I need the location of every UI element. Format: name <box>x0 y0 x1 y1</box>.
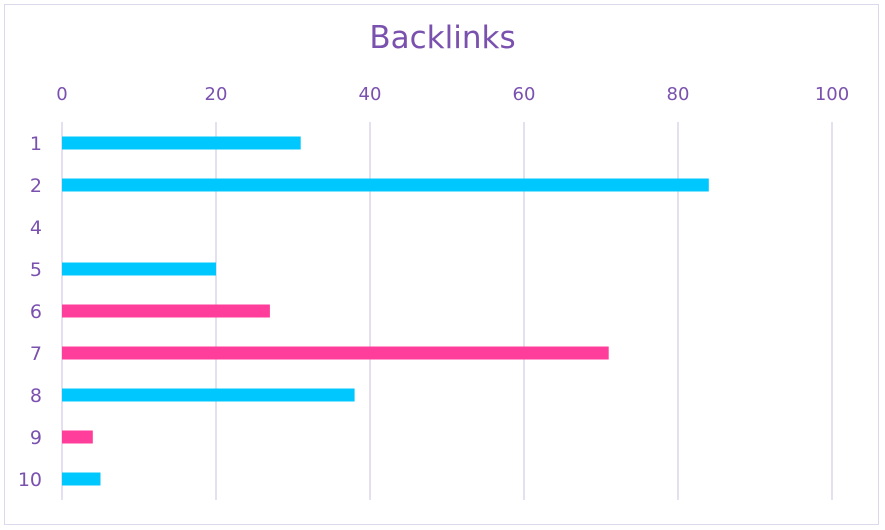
category-label-10: 10 <box>18 469 42 491</box>
category-label-2: 2 <box>30 175 42 197</box>
category-label-9: 9 <box>30 427 42 449</box>
bar-9 <box>62 430 93 444</box>
x-axis-tick-labels: 0 20 40 60 80 100 <box>56 84 849 105</box>
chart-title: Backlinks <box>369 20 516 56</box>
bar-1 <box>62 136 301 150</box>
bar-7 <box>62 346 609 360</box>
bar-8 <box>62 388 355 402</box>
category-label-4: 4 <box>30 217 42 239</box>
bars <box>62 136 709 486</box>
bar-5 <box>62 262 216 276</box>
category-label-8: 8 <box>30 385 42 407</box>
x-tick-label-60: 60 <box>513 84 536 105</box>
x-tick-label-40: 40 <box>359 84 382 105</box>
category-label-6: 6 <box>30 301 42 323</box>
x-tick-label-0: 0 <box>56 84 67 105</box>
x-tick-label-20: 20 <box>205 84 228 105</box>
category-label-7: 7 <box>30 343 42 365</box>
bar-6 <box>62 304 270 318</box>
bar-2 <box>62 178 709 192</box>
category-label-5: 5 <box>30 259 42 281</box>
y-axis-category-labels: 1 2 4 5 6 7 8 9 10 <box>18 133 42 491</box>
category-label-1: 1 <box>30 133 42 155</box>
x-tick-label-100: 100 <box>815 84 849 105</box>
bar-10 <box>62 472 101 486</box>
x-tick-label-80: 80 <box>667 84 690 105</box>
